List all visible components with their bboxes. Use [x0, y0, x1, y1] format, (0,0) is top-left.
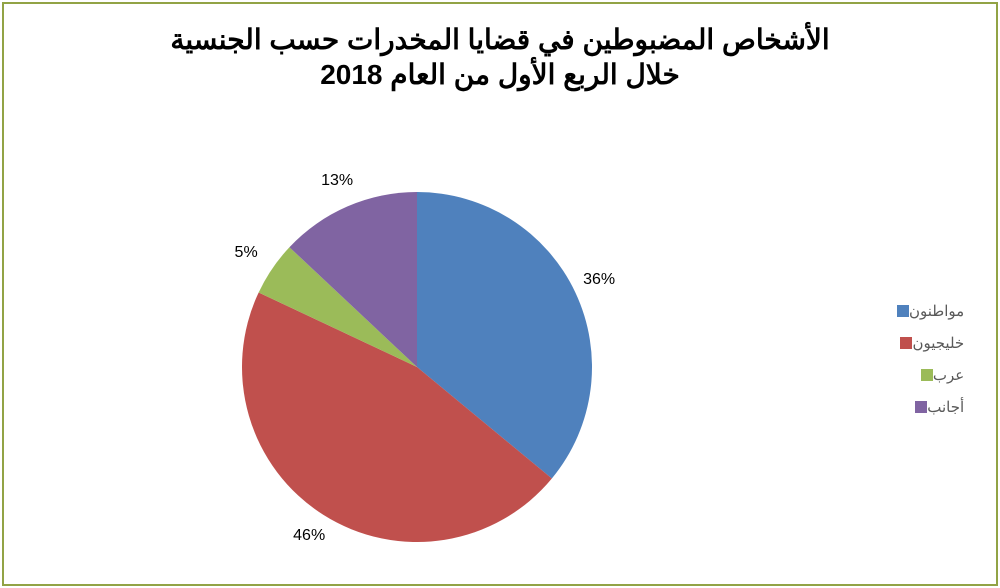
chart-frame: الأشخاص المضبوطين في قضايا المخدرات حسب … [2, 2, 998, 586]
legend-swatch-arabs [921, 369, 933, 381]
pie-svg [242, 192, 592, 542]
legend-label-citizens: مواطنون [909, 302, 964, 320]
legend: مواطنون خليجيون عرب أجانب [889, 302, 964, 430]
legend-item-citizens: مواطنون [889, 302, 964, 320]
legend-item-foreigners: أجانب [889, 398, 964, 416]
data-label-gulf: 46% [293, 527, 325, 545]
pie-chart [242, 192, 592, 542]
legend-label-foreigners: أجانب [927, 398, 964, 416]
chart-title: الأشخاص المضبوطين في قضايا المخدرات حسب … [4, 22, 996, 92]
data-label-arabs: 5% [235, 244, 258, 262]
legend-swatch-foreigners [915, 401, 927, 413]
title-line-1: الأشخاص المضبوطين في قضايا المخدرات حسب … [4, 22, 996, 57]
legend-item-gulf: خليجيون [889, 334, 964, 352]
legend-item-arabs: عرب [889, 366, 964, 384]
data-label-foreigners: 13% [321, 172, 353, 190]
legend-swatch-citizens [897, 305, 909, 317]
legend-label-arabs: عرب [933, 366, 964, 384]
legend-label-gulf: خليجيون [912, 334, 964, 352]
title-line-2: خلال الربع الأول من العام 2018 [4, 57, 996, 92]
data-label-citizens: 36% [583, 271, 615, 289]
legend-swatch-gulf [900, 337, 912, 349]
